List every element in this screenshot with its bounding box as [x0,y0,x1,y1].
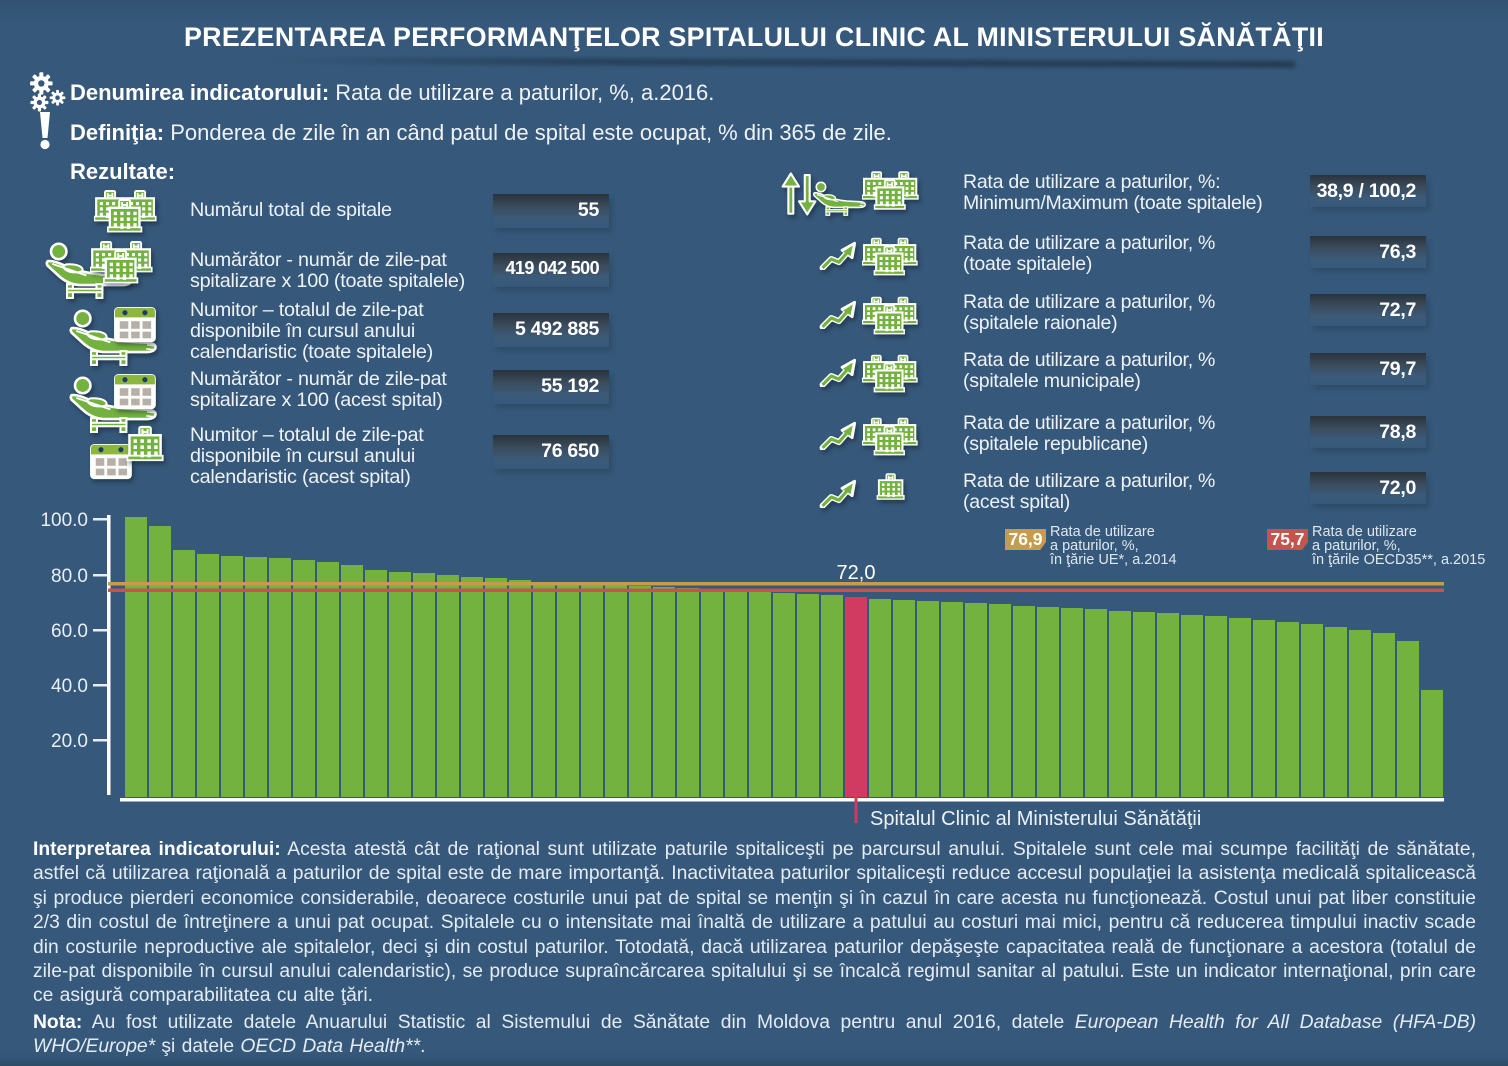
svg-text:Spitalul Clinic al Ministerulu: Spitalul Clinic al Ministerului Sănătăţi… [870,808,1201,830]
svg-text:80.0: 80.0 [51,566,88,587]
svg-text:20.0: 20.0 [51,731,88,752]
svg-text:40.0: 40.0 [51,676,88,697]
svg-text:100.0: 100.0 [40,510,88,531]
svg-text:60.0: 60.0 [51,621,88,642]
svg-text:72,0: 72,0 [837,562,876,584]
